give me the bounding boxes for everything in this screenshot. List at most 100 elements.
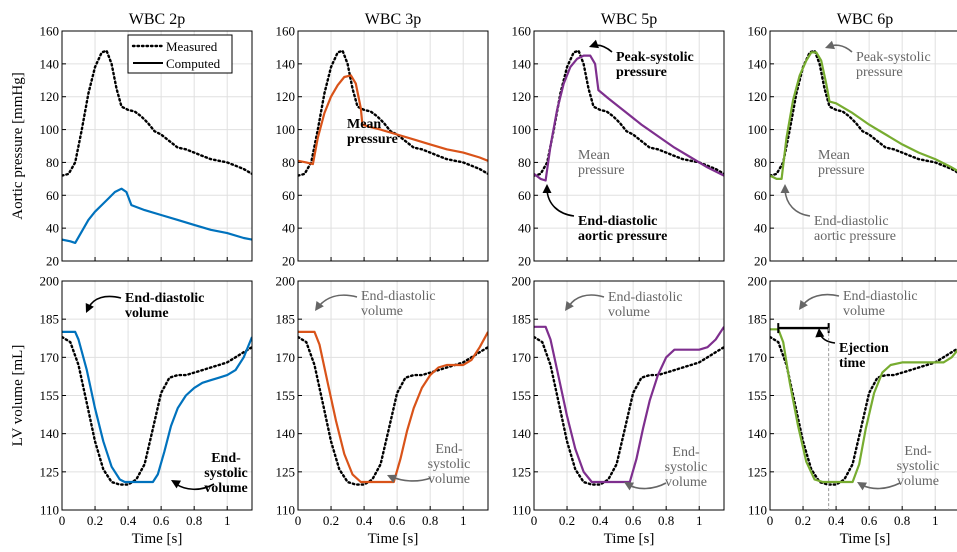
annotation-text: Mean <box>347 117 381 132</box>
y-tick-label: 185 <box>40 312 60 327</box>
y-tick-label: 100 <box>512 122 532 137</box>
y-tick-label: 140 <box>276 56 296 71</box>
y-tick-label: 140 <box>276 426 296 441</box>
x-axis-label: Time [s] <box>604 531 655 547</box>
arrow-head <box>171 480 182 489</box>
y-tick-label: 125 <box>40 464 60 479</box>
annotation-text: pressure <box>616 65 667 80</box>
y-tick-label: 110 <box>748 503 767 518</box>
y-tick-label: 170 <box>748 350 768 365</box>
annotation-arrow <box>542 184 575 217</box>
y-tick-label: 200 <box>276 274 296 289</box>
legend-computed-label: Computed <box>166 56 221 71</box>
y-tick-label: 40 <box>518 221 531 236</box>
y-tick-label: 120 <box>276 89 296 104</box>
y-tick-label: 170 <box>512 350 532 365</box>
annotation-text: Ejection <box>839 341 889 356</box>
y-tick-label: 160 <box>276 24 296 39</box>
annotation-text: Peak-systolic <box>616 50 694 65</box>
chart-panel-3: 20 40 60 80 100 120 140 160 WBC 5p <box>512 11 725 269</box>
annotation-text: Mean <box>818 148 850 163</box>
annotation-text: systolic <box>204 466 248 481</box>
annotation-text: pressure <box>347 132 398 147</box>
arrow-head <box>85 302 94 313</box>
panel-title: WBC 3p <box>365 11 421 28</box>
measured-series-line <box>62 49 252 177</box>
annotation-text: systolic <box>897 459 940 474</box>
y-tick-label: 185 <box>748 312 768 327</box>
arrow-shaft <box>628 482 667 490</box>
annotation-text: End-diastolic <box>578 214 657 229</box>
annotation-arrow <box>85 295 122 313</box>
computed-series-line <box>534 325 724 484</box>
axes-frame <box>533 30 725 262</box>
y-tick-label: 140 <box>40 426 60 441</box>
arrow-shaft <box>88 295 122 308</box>
x-axis-label: Time [s] <box>132 531 183 547</box>
x-tick-label: 1 <box>932 513 939 528</box>
x-tick-label: 1 <box>696 513 703 528</box>
chart-panel-8: 110 125 140 155 170 185 200 0 0.2 0.4 0.6 0.8 1 Time … <box>748 274 957 547</box>
chart-panel-2: 20 40 60 80 100 120 140 160 WBC 3p <box>276 11 489 269</box>
y-tick-label: 140 <box>512 56 532 71</box>
y-tick-label: 110 <box>40 503 59 518</box>
y-tick-label: 60 <box>46 188 59 203</box>
computed-series-line <box>62 187 252 244</box>
annotation-arrow <box>780 184 811 217</box>
y-tick-label: 110 <box>276 503 295 518</box>
x-tick-label: 0.2 <box>323 513 339 528</box>
x-tick-label: 0.4 <box>356 513 373 528</box>
y-tick-label: 110 <box>512 503 531 518</box>
measured-series-line <box>770 335 957 486</box>
y-tick-label: 140 <box>512 426 532 441</box>
x-tick-label: 0.8 <box>894 513 910 528</box>
y-tick-label: 125 <box>748 464 768 479</box>
annotation-text: pressure <box>856 65 903 80</box>
chart-panel-5: 110 125 140 155 170 185 200 0 0.2 0.4 0.6 0.8 1 Time … <box>10 274 253 547</box>
y-tick-label: 185 <box>512 312 532 327</box>
x-tick-label: 0.2 <box>87 513 103 528</box>
computed-series-line <box>62 330 252 484</box>
x-tick-label: 0.6 <box>389 513 406 528</box>
axes-frame <box>61 30 253 262</box>
chart-panel-7: 110 125 140 155 170 185 200 0 0.2 0.4 0.6 0.8 1 Time … <box>512 274 725 547</box>
y-tick-label: 140 <box>748 56 768 71</box>
x-tick-label: 0 <box>767 513 774 528</box>
annotation-text: aortic pressure <box>578 229 667 244</box>
annotation-arrow <box>825 40 853 53</box>
x-tick-label: 0.8 <box>658 513 674 528</box>
annotation-text: time <box>839 356 865 371</box>
arrow-head <box>542 184 552 193</box>
axes-frame <box>297 280 489 511</box>
annotation-text: Mean <box>578 148 610 163</box>
y-tick-label: 60 <box>754 188 767 203</box>
legend-box <box>127 34 233 74</box>
annotation-arrow <box>815 328 836 344</box>
arrow-shaft <box>175 483 215 491</box>
annotation-text: volume <box>608 305 650 320</box>
x-axis-label: Time [s] <box>840 531 891 547</box>
annotation-arrow <box>624 482 667 491</box>
y-tick-label: 160 <box>748 24 768 39</box>
y-tick-label: 100 <box>40 122 60 137</box>
arrow-head <box>565 301 574 311</box>
y-tick-label: 80 <box>754 155 767 170</box>
panel-title: WBC 2p <box>129 11 185 28</box>
annotation-arrow <box>799 293 840 310</box>
arrow-head <box>799 300 808 310</box>
y-tick-label: 170 <box>276 350 296 365</box>
arrow-shaft <box>318 294 358 307</box>
y-tick-label: 155 <box>276 388 296 403</box>
x-axis-label: Time [s] <box>368 531 419 547</box>
computed-series-line <box>770 328 957 484</box>
